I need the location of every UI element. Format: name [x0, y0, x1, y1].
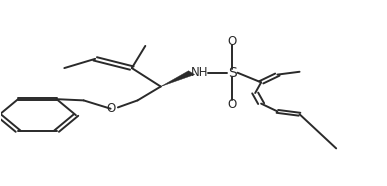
Text: O: O — [106, 102, 115, 115]
Text: NH: NH — [190, 66, 208, 79]
Text: S: S — [228, 66, 236, 80]
Text: O: O — [228, 35, 237, 48]
Text: O: O — [228, 98, 237, 110]
Polygon shape — [161, 71, 195, 86]
